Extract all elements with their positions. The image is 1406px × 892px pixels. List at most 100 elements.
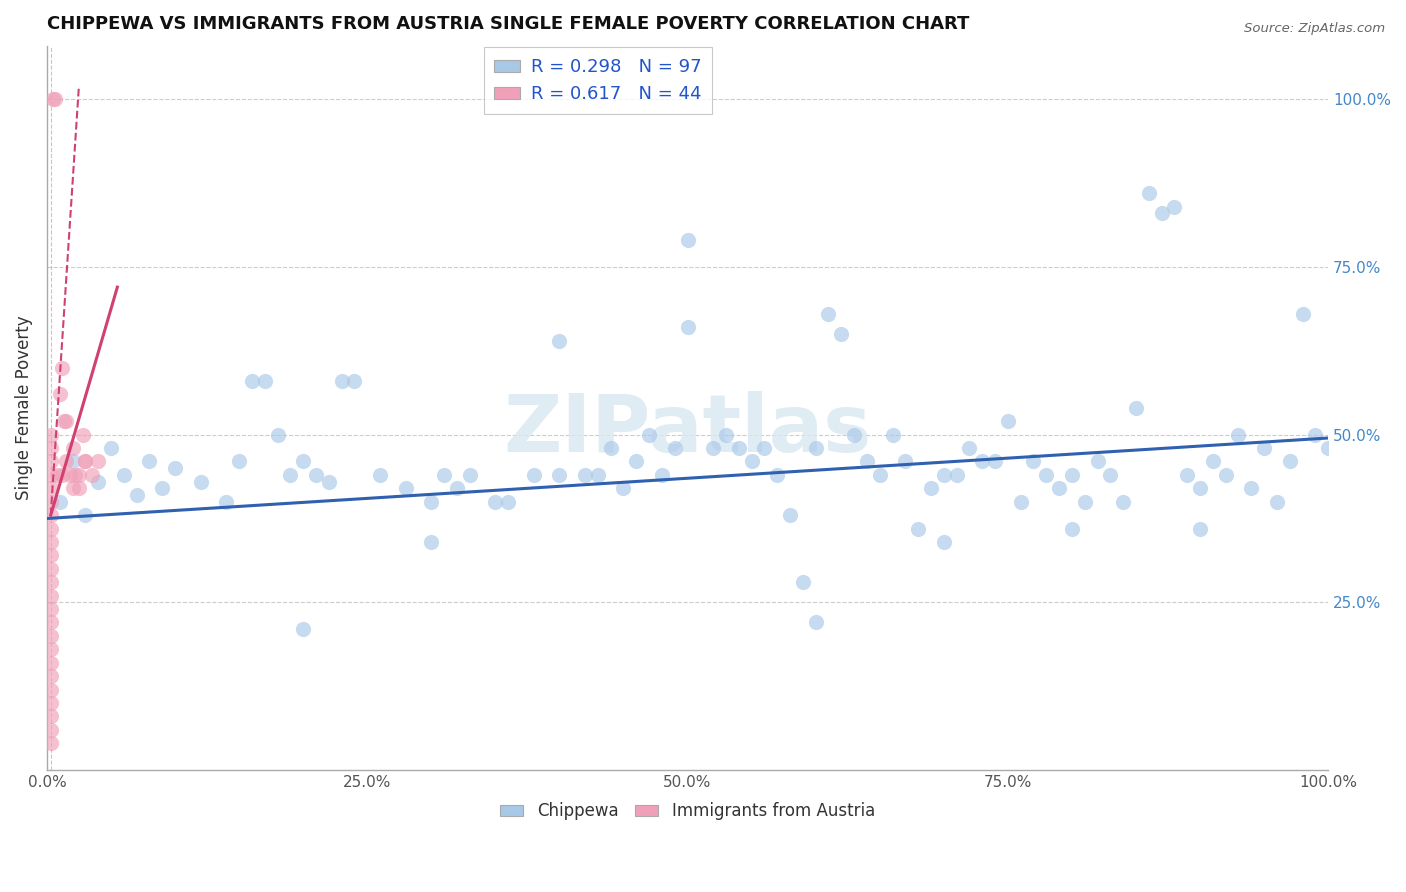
- Point: [599, 441, 621, 455]
- Point: [39, 696, 62, 710]
- Point: [292, 454, 315, 468]
- Point: [792, 575, 814, 590]
- Point: [266, 427, 288, 442]
- Point: [894, 454, 917, 468]
- Point: [856, 454, 879, 468]
- Point: [44, 92, 66, 106]
- Point: [48, 494, 70, 508]
- Point: [395, 481, 418, 495]
- Point: [39, 709, 62, 723]
- Point: [907, 522, 929, 536]
- Point: [150, 481, 173, 495]
- Point: [1137, 186, 1160, 201]
- Point: [523, 467, 546, 482]
- Point: [1010, 494, 1032, 508]
- Point: [420, 535, 443, 549]
- Point: [51, 360, 73, 375]
- Point: [842, 427, 865, 442]
- Point: [714, 427, 737, 442]
- Point: [46, 467, 69, 482]
- Point: [702, 441, 724, 455]
- Point: [1188, 481, 1211, 495]
- Point: [278, 467, 301, 482]
- Point: [932, 467, 955, 482]
- Point: [87, 475, 110, 489]
- Point: [458, 467, 481, 482]
- Point: [75, 508, 97, 523]
- Point: [548, 334, 571, 348]
- Point: [612, 481, 634, 495]
- Point: [1253, 441, 1275, 455]
- Point: [1112, 494, 1135, 508]
- Point: [138, 454, 160, 468]
- Point: [190, 475, 212, 489]
- Point: [830, 327, 852, 342]
- Point: [676, 233, 699, 247]
- Point: [1163, 200, 1185, 214]
- Point: [1291, 307, 1313, 321]
- Point: [39, 629, 62, 643]
- Text: CHIPPEWA VS IMMIGRANTS FROM AUSTRIA SINGLE FEMALE POVERTY CORRELATION CHART: CHIPPEWA VS IMMIGRANTS FROM AUSTRIA SING…: [46, 15, 969, 33]
- Point: [626, 454, 648, 468]
- Point: [39, 723, 62, 737]
- Point: [112, 467, 135, 482]
- Point: [39, 669, 62, 683]
- Point: [228, 454, 250, 468]
- Point: [343, 374, 366, 388]
- Point: [368, 467, 391, 482]
- Point: [318, 475, 340, 489]
- Point: [39, 736, 62, 750]
- Point: [39, 481, 62, 495]
- Point: [804, 441, 827, 455]
- Point: [39, 589, 62, 603]
- Point: [39, 522, 62, 536]
- Point: [75, 454, 97, 468]
- Point: [1125, 401, 1147, 415]
- Point: [39, 682, 62, 697]
- Point: [52, 414, 75, 428]
- Point: [305, 467, 328, 482]
- Point: [39, 615, 62, 630]
- Point: [1035, 467, 1057, 482]
- Point: [215, 494, 238, 508]
- Point: [484, 494, 506, 508]
- Point: [676, 320, 699, 334]
- Point: [240, 374, 263, 388]
- Point: [39, 427, 62, 442]
- Point: [945, 467, 967, 482]
- Point: [62, 481, 84, 495]
- Point: [972, 454, 994, 468]
- Point: [817, 307, 839, 321]
- Point: [741, 454, 763, 468]
- Point: [1215, 467, 1237, 482]
- Point: [1305, 427, 1327, 442]
- Text: ZIPatlas: ZIPatlas: [503, 391, 872, 468]
- Point: [292, 622, 315, 636]
- Point: [920, 481, 942, 495]
- Point: [932, 535, 955, 549]
- Point: [754, 441, 776, 455]
- Point: [1265, 494, 1288, 508]
- Point: [330, 374, 353, 388]
- Point: [1022, 454, 1045, 468]
- Legend: Chippewa, Immigrants from Austria: Chippewa, Immigrants from Austria: [494, 796, 882, 827]
- Point: [51, 467, 73, 482]
- Point: [984, 454, 1007, 468]
- Point: [62, 441, 84, 455]
- Point: [163, 461, 186, 475]
- Point: [1278, 454, 1301, 468]
- Point: [1175, 467, 1198, 482]
- Point: [67, 481, 90, 495]
- Point: [55, 454, 77, 468]
- Point: [1060, 467, 1083, 482]
- Point: [1087, 454, 1109, 468]
- Point: [548, 467, 571, 482]
- Point: [574, 467, 596, 482]
- Point: [1317, 441, 1340, 455]
- Point: [586, 467, 609, 482]
- Point: [446, 481, 468, 495]
- Point: [39, 562, 62, 576]
- Point: [42, 92, 65, 106]
- Point: [39, 494, 62, 508]
- Point: [1227, 427, 1250, 442]
